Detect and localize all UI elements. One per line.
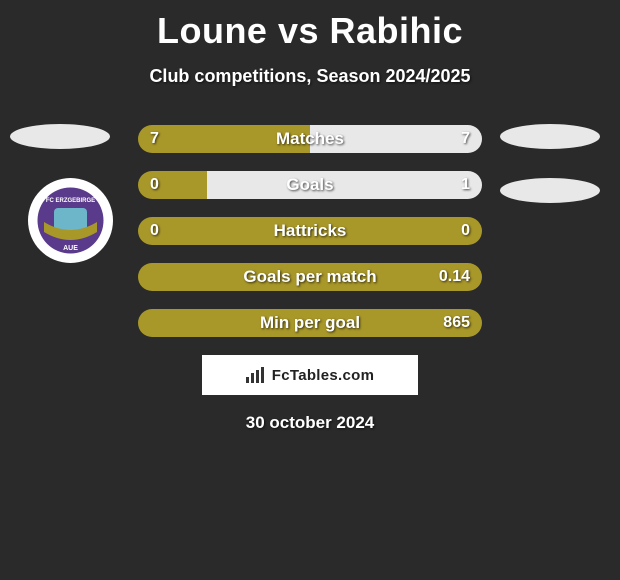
source-attribution: FcTables.com: [202, 355, 418, 395]
stat-value-left: 0: [150, 222, 159, 240]
stat-value-left: 7: [150, 130, 159, 148]
snapshot-date: 30 october 2024: [0, 413, 620, 433]
stat-value-right: 7: [461, 130, 470, 148]
left-player-ellipse: [10, 124, 110, 149]
right-player-ellipse-2: [500, 178, 600, 203]
source-label: FcTables.com: [272, 367, 375, 384]
stat-value-right: 0.14: [439, 268, 470, 286]
stat-label: Goals per match: [243, 267, 376, 287]
right-player-ellipse: [500, 124, 600, 149]
stat-label: Goals: [286, 175, 333, 195]
stat-value-right: 865: [443, 314, 470, 332]
stat-row: 865 Min per goal: [138, 309, 482, 337]
stat-label: Hattricks: [274, 221, 347, 241]
stat-row: 7 7 Matches: [138, 125, 482, 153]
stat-value-right: 0: [461, 222, 470, 240]
stat-value-right: 1: [461, 176, 470, 194]
stat-label: Min per goal: [260, 313, 360, 333]
stat-bar-left: [138, 171, 207, 199]
club-badge: FC ERZGEBIRGE AUE: [28, 178, 113, 263]
bars-icon: [246, 367, 266, 383]
stat-row: 0 0 Hattricks: [138, 217, 482, 245]
stat-row: 0 1 Goals: [138, 171, 482, 199]
svg-text:FC ERZGEBIRGE: FC ERZGEBIRGE: [46, 198, 95, 204]
club-crest-icon: FC ERZGEBIRGE AUE: [28, 178, 113, 263]
page-title: Loune vs Rabihic: [0, 0, 620, 52]
stat-label: Matches: [276, 129, 344, 149]
subtitle: Club competitions, Season 2024/2025: [0, 66, 620, 87]
stat-row: 0.14 Goals per match: [138, 263, 482, 291]
stat-value-left: 0: [150, 176, 159, 194]
svg-text:AUE: AUE: [63, 245, 78, 252]
stat-bar-right: [207, 171, 482, 199]
